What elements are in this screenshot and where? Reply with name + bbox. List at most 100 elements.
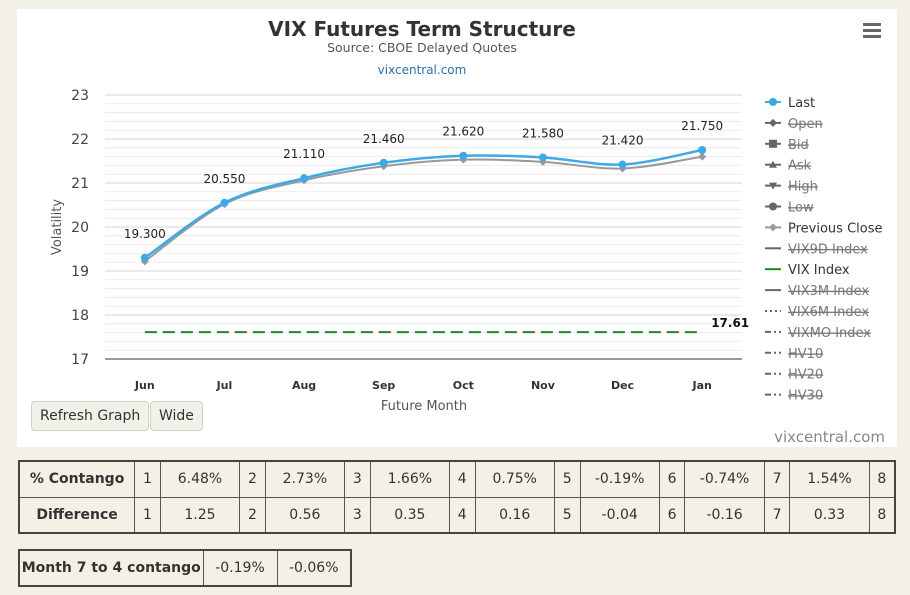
legend-marker xyxy=(769,202,777,211)
last-point xyxy=(538,153,547,162)
contango-value: 1.54% xyxy=(789,460,870,498)
last-point xyxy=(140,253,149,262)
last-data-label: 21.110 xyxy=(283,147,325,161)
y-tick-label: 23 xyxy=(71,88,89,104)
legend-item-label[interactable]: Bid xyxy=(788,138,809,153)
contango-row: % Contango 1 6.48% 2 2.73% 3 1.66% 4 0.7… xyxy=(18,460,896,498)
month-number: 4 xyxy=(448,460,476,498)
difference-value: 0.35 xyxy=(369,496,450,534)
legend-marker xyxy=(769,160,777,168)
last-data-label: 19.300 xyxy=(124,227,166,241)
last-point xyxy=(220,198,229,207)
x-axis-title: Future Month xyxy=(381,399,467,414)
legend-item-label[interactable]: VIX6M Index xyxy=(788,305,869,320)
contango-value: -0.74% xyxy=(684,460,765,498)
legend-item-label[interactable]: HV30 xyxy=(788,389,823,404)
legend-marker xyxy=(769,223,777,232)
month-number: 3 xyxy=(344,496,371,534)
x-tick-label: Oct xyxy=(453,379,474,392)
difference-row: Difference 1 1.25 2 0.56 3 0.35 4 0.16 5… xyxy=(18,496,896,534)
month-number: 1 xyxy=(134,496,161,534)
legend-marker xyxy=(769,139,777,148)
legend-item-label[interactable]: High xyxy=(788,180,818,195)
chart-title: VIX Futures Term Structure xyxy=(268,17,576,41)
difference-value: -0.04 xyxy=(579,496,660,534)
month-7-to-4-label: Month 7 to 4 contango xyxy=(18,549,204,587)
month-number: 6 xyxy=(658,460,686,498)
x-tick-label: Nov xyxy=(531,379,556,392)
x-tick-label: Aug xyxy=(292,379,316,392)
wide-button[interactable]: Wide xyxy=(150,401,203,431)
month-number: 2 xyxy=(239,496,266,534)
x-tick-label: Jan xyxy=(692,379,712,392)
chart-credit: vixcentral.com xyxy=(774,428,885,446)
legend-item-label[interactable]: Ask xyxy=(788,159,812,174)
previous-close-point xyxy=(698,152,707,161)
y-tick-label: 18 xyxy=(71,308,89,324)
legend-marker xyxy=(769,98,777,106)
contango-value: 2.73% xyxy=(264,460,346,498)
y-tick-label: 17 xyxy=(71,352,89,368)
legend-item-label[interactable]: HV20 xyxy=(788,368,823,383)
month-number: 2 xyxy=(239,460,266,498)
last-point xyxy=(379,158,388,167)
contango-stats-table: % Contango 1 6.48% 2 2.73% 3 1.66% 4 0.7… xyxy=(18,460,896,534)
last-point xyxy=(618,160,627,169)
legend-marker xyxy=(769,118,777,127)
month-number: 5 xyxy=(553,496,581,534)
month-number: 5 xyxy=(553,460,581,498)
vix-index-label: 17.61 xyxy=(711,316,749,330)
x-tick-label: Dec xyxy=(611,379,634,392)
difference-value: 0.33 xyxy=(789,496,870,534)
legend-item-label[interactable]: Last xyxy=(788,96,815,111)
last-point xyxy=(459,151,468,160)
x-tick-label: Sep xyxy=(372,379,395,392)
last-data-label: 21.420 xyxy=(602,134,644,148)
last-data-label: 21.750 xyxy=(681,119,723,133)
month-number: 1 xyxy=(134,460,161,498)
x-tick-label: Jul xyxy=(216,379,233,392)
month-7-to-4-row: Month 7 to 4 contango -0.19% -0.06% xyxy=(18,549,352,587)
difference-value: -0.16 xyxy=(684,496,765,534)
contango-value: 1.66% xyxy=(369,460,450,498)
last-data-label: 21.580 xyxy=(522,126,564,140)
legend-item-label[interactable]: Previous Close xyxy=(788,221,883,236)
difference-value: 0.16 xyxy=(474,496,555,534)
legend-item-label[interactable]: Open xyxy=(788,117,823,132)
month-number: 8 xyxy=(868,460,896,498)
last-data-label: 21.460 xyxy=(363,132,405,146)
month-number: 4 xyxy=(448,496,476,534)
y-tick-label: 22 xyxy=(71,132,89,148)
x-tick-label: Jun xyxy=(134,379,155,392)
chart-source-link: vixcentral.com xyxy=(378,63,467,77)
month-number: 8 xyxy=(868,496,896,534)
contango-value: 0.75% xyxy=(474,460,555,498)
legend-item-label[interactable]: VIX Index xyxy=(788,263,850,278)
month-7-to-4-value: -0.19% xyxy=(202,549,278,587)
legend-item-label[interactable]: HV10 xyxy=(788,347,823,362)
contango-value: -0.19% xyxy=(579,460,660,498)
month-7-to-4-table: Month 7 to 4 contango -0.19% -0.06% xyxy=(18,549,352,587)
last-point xyxy=(300,174,309,183)
legend-item-label[interactable]: Low xyxy=(788,201,814,216)
month-number: 3 xyxy=(344,460,371,498)
month-7-to-4-value: -0.06% xyxy=(276,549,352,587)
last-point xyxy=(698,146,707,154)
legend-item-label[interactable]: VIXMO Index xyxy=(788,326,871,341)
difference-value: 0.56 xyxy=(264,496,346,534)
y-axis-title: Volatility xyxy=(50,199,65,255)
month-number: 7 xyxy=(763,460,791,498)
legend-marker xyxy=(769,182,777,190)
month-number: 6 xyxy=(658,496,686,534)
contango-row-label: % Contango xyxy=(18,460,136,498)
chart-panel: VIX Futures Term Structure Source: CBOE D… xyxy=(17,9,897,447)
refresh-graph-button[interactable]: Refresh Graph xyxy=(31,401,150,431)
difference-value: 1.25 xyxy=(159,496,241,534)
last-data-label: 20.550 xyxy=(203,172,245,186)
month-number: 7 xyxy=(763,496,791,534)
legend-item-label[interactable]: VIX9D Index xyxy=(788,242,868,257)
last-line xyxy=(144,148,703,259)
hamburger-menu-icon[interactable] xyxy=(863,23,881,38)
legend-item-label[interactable]: VIX3M Index xyxy=(788,284,869,299)
